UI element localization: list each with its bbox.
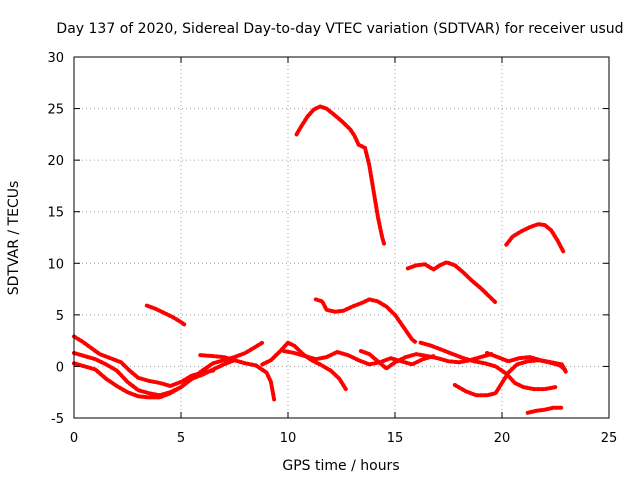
y-tick-label: 10 [47,257,64,272]
x-tick-label: 0 [70,431,78,446]
x-tick-label: 5 [177,431,185,446]
x-axis-label: GPS time / hours [282,458,399,474]
plot-frame [73,56,610,419]
series-arc-h [418,340,558,392]
series-arc-morning [144,303,188,328]
y-tick-label: 25 [47,103,64,118]
y-tick-label: 15 [47,206,64,221]
series-arc-a [72,334,216,388]
grid-lines [73,56,610,419]
y-tick-label: 5 [56,309,64,324]
x-tick-label: 10 [280,431,297,446]
series-arc-c [72,358,237,400]
y-tick-label: 20 [47,154,64,169]
series-arc-high-noon [294,104,387,247]
x-tick-label: 25 [601,431,618,446]
series-arc-mid [313,297,419,345]
y-tick-label: 0 [56,360,64,375]
series-arc-evening [504,222,567,255]
series-arc-f [281,349,436,367]
chart-title: Day 137 of 2020, Sidereal Day-to-day VTE… [56,21,623,37]
series-arc-j [485,351,569,375]
series-arc-e [260,340,348,392]
series-arc-afternoon [405,260,498,305]
x-tick-label: 15 [387,431,404,446]
x-tick-label: 20 [494,431,511,446]
series-arc-d [198,353,277,402]
y-axis-label: SDTVAR / TECUs [6,181,22,296]
y-tick-label: 30 [47,51,64,66]
data-series [72,104,569,415]
y-tick-labels: -5 0 5 10 15 20 25 30 [47,51,64,427]
x-tick-labels: 0 5 10 15 20 25 [70,431,617,446]
series-arc-late-low [525,405,564,415]
axis-ticks [73,56,610,419]
y-tick-label: -5 [51,412,64,427]
